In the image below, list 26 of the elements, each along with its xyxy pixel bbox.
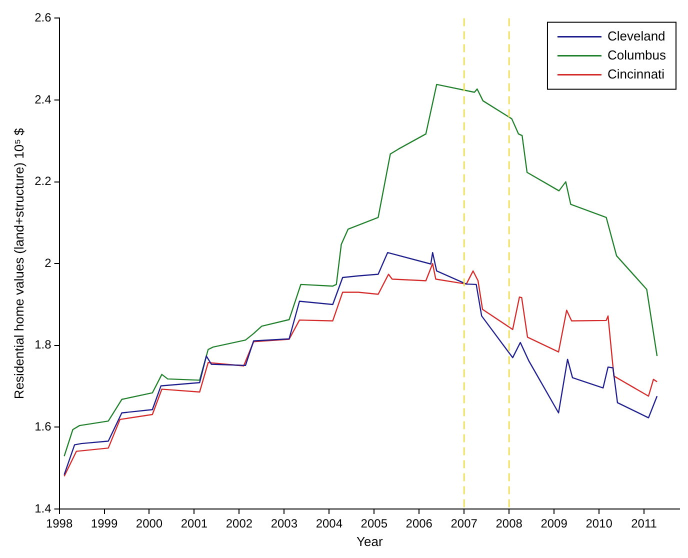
x-tick-label: 2007 <box>450 516 478 531</box>
x-axis-title: Year <box>356 534 384 549</box>
y-tick-label: 2.6 <box>34 10 52 25</box>
y-tick-label: 2 <box>44 256 52 270</box>
legend-label: Columbus <box>607 47 666 62</box>
x-tick-label: 2003 <box>270 516 298 531</box>
x-tick-label: 1999 <box>90 516 118 531</box>
x-tick-label: 2010 <box>586 516 613 531</box>
x-tick-label: 2011 <box>631 516 658 531</box>
x-tick-label: 2002 <box>226 516 253 531</box>
legend-label: Cleveland <box>607 28 666 44</box>
y-tick-label: 1.4 <box>34 501 52 516</box>
x-tick-label: 2008 <box>496 516 523 531</box>
x-tick-label: 2004 <box>316 516 343 531</box>
y-tick-label: 2.4 <box>34 92 52 106</box>
y-tick-label: 1.8 <box>34 338 52 352</box>
y-axis-title: Residential home values (land+structure) 10⁵ $ <box>11 127 26 400</box>
x-tick-label: 1998 <box>46 516 73 531</box>
x-tick-label: 2009 <box>540 516 568 531</box>
legend-label: Cincinnati <box>607 66 665 82</box>
x-tick-label: 2006 <box>406 516 433 531</box>
x-tick-label: 2000 <box>136 516 163 531</box>
x-tick-label: 2005 <box>360 516 388 531</box>
y-tick-label: 1.6 <box>34 420 52 434</box>
x-tick-label: 2001 <box>180 516 208 531</box>
y-tick-label: 2.2 <box>34 174 52 188</box>
